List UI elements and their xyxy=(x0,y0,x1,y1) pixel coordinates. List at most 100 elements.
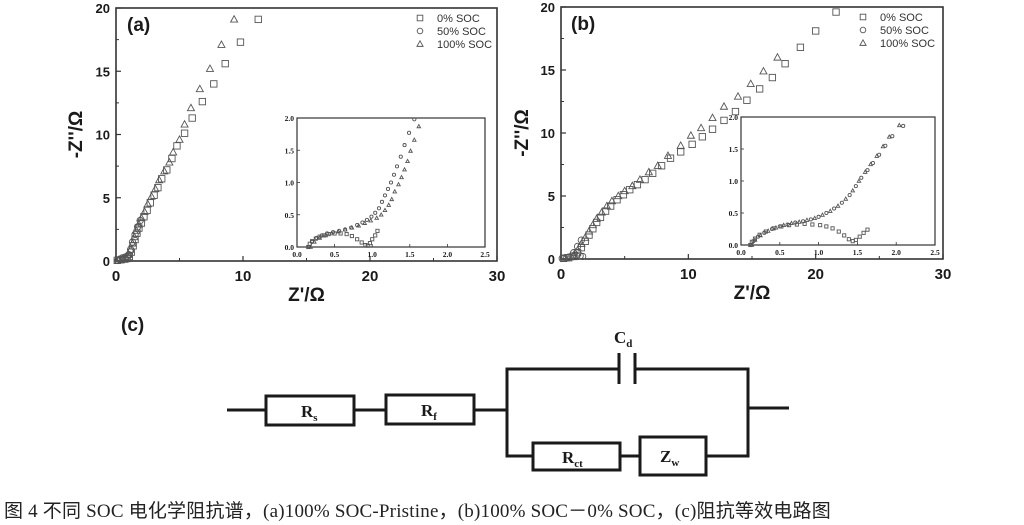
data-point xyxy=(657,162,666,170)
data-point xyxy=(743,96,751,104)
x-tick-label: 20 xyxy=(362,268,379,285)
inset-data-point xyxy=(416,123,422,129)
inset-data-point xyxy=(836,229,841,234)
data-point xyxy=(663,151,673,159)
inset-data-point xyxy=(402,166,408,172)
data-point xyxy=(773,52,782,61)
inset-data-point xyxy=(843,196,849,201)
inset-y-tick-label: 0.5 xyxy=(285,211,295,220)
y-tick-label: 5 xyxy=(103,191,110,206)
data-point xyxy=(131,230,139,239)
inset-data-point xyxy=(349,224,355,230)
y-tick-label: 0 xyxy=(548,252,555,267)
data-point xyxy=(653,161,663,169)
inset-data-point xyxy=(402,143,407,148)
figure-caption: 图 4 不同 SOC 电化学阻抗谱，(a)100% SOC-Pristine，(… xyxy=(4,501,831,522)
data-point xyxy=(781,60,789,68)
inset-data-point xyxy=(317,235,323,240)
data-point xyxy=(180,119,189,128)
data-point xyxy=(198,97,207,106)
data-point xyxy=(832,8,840,16)
inset-data-point xyxy=(394,164,400,169)
legend-marker-icon xyxy=(416,14,424,22)
inset-y-tick-label: 1.0 xyxy=(729,177,739,186)
data-point xyxy=(584,226,594,235)
data-point xyxy=(620,186,629,195)
data-point xyxy=(614,191,623,200)
y-tick-label: 0 xyxy=(103,254,110,269)
inset-data-point xyxy=(832,206,837,211)
data-point xyxy=(733,91,743,100)
legend-label: 0% SOC xyxy=(437,13,480,25)
inset-data-point xyxy=(388,180,394,185)
inset-data-point xyxy=(411,137,417,142)
data-point xyxy=(143,199,153,208)
inset-y-tick-label: 0.0 xyxy=(285,243,295,252)
data-point xyxy=(151,184,160,193)
panel-label-c: (c) xyxy=(121,315,144,336)
inset-data-point xyxy=(842,233,847,238)
inset-data-point xyxy=(793,220,798,225)
inset-data-point xyxy=(769,226,775,232)
inset-data-point xyxy=(364,217,369,222)
inset-data-point xyxy=(376,206,382,211)
inset-data-point xyxy=(765,228,771,233)
data-point xyxy=(601,207,610,215)
data-point xyxy=(159,166,169,175)
data-point xyxy=(580,232,590,241)
data-point xyxy=(613,196,621,204)
data-point xyxy=(698,133,706,141)
inset-data-point xyxy=(801,219,806,224)
inset-data-point xyxy=(839,200,844,205)
legend-label: 100% SOC xyxy=(880,38,935,50)
data-point xyxy=(217,40,226,48)
inset-data-point xyxy=(311,239,317,244)
label-rct: Rct xyxy=(562,448,583,470)
inset-data-point xyxy=(880,143,886,149)
data-point xyxy=(254,15,262,24)
data-point xyxy=(126,245,135,253)
inset-data-point xyxy=(363,243,368,248)
inset-data-point xyxy=(861,230,866,235)
legend-marker-icon xyxy=(859,26,867,34)
inset-data-point xyxy=(365,243,370,248)
inset-data-point xyxy=(362,220,368,225)
data-point xyxy=(123,252,131,261)
data-point xyxy=(719,101,729,110)
inset-x-tick-label: 0.5 xyxy=(775,248,785,257)
inset-data-point xyxy=(368,217,374,223)
data-point xyxy=(677,148,685,156)
inset-data-point xyxy=(406,130,412,135)
data-point xyxy=(165,157,174,166)
inset-x-tick-label: 2.5 xyxy=(930,248,940,257)
data-point xyxy=(186,103,196,112)
inset-data-point xyxy=(824,210,829,216)
data-point xyxy=(163,166,171,174)
data-point xyxy=(607,196,617,205)
data-point xyxy=(596,213,605,222)
data-point xyxy=(676,140,685,149)
inset-data-point xyxy=(342,226,348,232)
y-tick-label: 15 xyxy=(541,63,555,78)
label-zw: Zw xyxy=(660,447,679,469)
data-point xyxy=(796,43,805,51)
data-point xyxy=(812,27,820,35)
inset-data-point xyxy=(773,224,779,230)
data-point xyxy=(565,252,575,261)
inset-data-point xyxy=(818,223,823,228)
data-point xyxy=(602,201,612,210)
data-point xyxy=(195,84,205,93)
data-point xyxy=(746,79,756,88)
label-cd: Cd xyxy=(614,328,632,350)
x-axis-label: Z'/Ω xyxy=(734,283,771,304)
data-point xyxy=(755,85,764,93)
inset-data-point xyxy=(386,202,392,207)
data-point xyxy=(188,114,196,122)
legend-label: 0% SOC xyxy=(880,12,923,24)
inset-x-tick-label: 0.5 xyxy=(330,250,340,259)
equivalent-circuit: (c) Rs Rf Cd Rct Zw xyxy=(121,315,789,477)
x-tick-label: 0 xyxy=(112,268,120,285)
data-point xyxy=(128,238,137,247)
warburg-zw xyxy=(638,435,708,477)
